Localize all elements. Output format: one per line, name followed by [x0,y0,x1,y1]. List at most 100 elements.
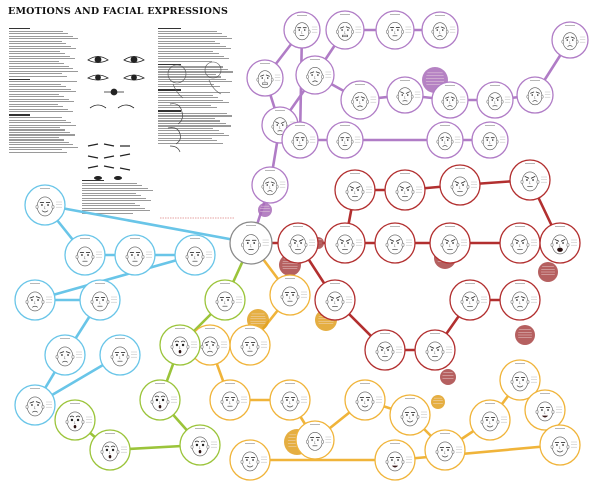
face-node [499,222,541,264]
section-heading [9,28,30,30]
text-line [158,66,223,68]
face-nodes [14,10,589,481]
face-node [14,384,56,426]
face-node [344,379,386,421]
text-line [9,40,62,42]
face-node [114,234,156,276]
text-line [9,103,58,105]
face-node [426,121,464,159]
section-heading [9,114,30,116]
text-line [158,40,215,42]
text-line [158,117,215,120]
face-node [509,159,551,201]
text-line [158,104,212,106]
face-node [551,21,589,59]
face-node [539,424,581,466]
text-line [9,151,68,153]
text-line [9,129,65,131]
face-node [499,359,541,401]
face-node [449,279,491,321]
face-node [174,234,216,276]
face-node [89,429,131,471]
face-node [524,389,566,431]
text-line [158,73,216,76]
text-line [82,212,134,214]
face-node [269,379,311,421]
text-line [82,210,150,212]
text-line [158,127,214,129]
text-line [9,106,63,108]
text-line [9,139,64,141]
text-line [9,131,70,134]
text-line [9,55,70,57]
text-line [9,63,64,65]
text-line [9,75,68,77]
text-line [158,97,219,99]
face-node [295,55,335,95]
face-node [364,329,406,371]
text-line [158,33,222,35]
text-line [82,197,147,199]
face-node [64,234,106,276]
face-node [269,274,311,316]
head-profile-figure [167,103,183,153]
text-line [9,141,69,143]
brow-grid-figure [87,143,131,180]
text-line [9,86,66,88]
face-node [277,222,319,264]
text-line [158,30,217,32]
text-line [9,81,77,83]
text-line [9,93,60,95]
text-line [158,58,230,60]
face-node [14,279,56,321]
face-node [79,279,121,321]
text-line [9,43,67,45]
face-node [424,429,466,471]
text-line [82,190,153,192]
text-line [9,45,72,47]
text-line [158,125,231,127]
text-line [9,33,68,35]
text-line [158,122,226,125]
annotation-note [440,369,456,385]
text-line [158,53,219,55]
face-node [386,76,424,114]
face-node [334,169,376,211]
face-node [421,11,459,49]
text-line [158,86,220,88]
text-line [158,68,228,71]
text-line [158,92,231,94]
text-line [9,91,76,93]
face-node [139,379,181,421]
text-line [9,111,73,113]
article-column-2 [82,178,154,215]
text-line [9,65,69,67]
face-node [283,11,321,49]
face-node [179,424,221,466]
text-line [9,136,59,139]
poster-title: EMOTIONS AND FACIAL EXPRESSIONS [8,6,229,17]
text-line [9,146,79,148]
text-line [9,83,61,85]
face-node [439,164,481,206]
text-line [82,195,142,197]
text-line [158,107,217,109]
text-line [158,140,218,142]
text-line [158,132,225,134]
face-node [431,81,469,119]
face-node [44,334,86,376]
face-node [374,222,416,264]
annotation-note [431,395,445,409]
connector-line [393,443,562,462]
text-line [158,102,229,104]
face-node [340,80,380,120]
text-line [9,53,65,55]
text-line [158,135,230,137]
face-node [375,10,415,50]
face-node [389,394,431,436]
text-line [9,50,61,52]
face-node [324,222,366,264]
text-line [158,60,212,62]
face-node [24,184,66,226]
face-node [374,439,416,481]
